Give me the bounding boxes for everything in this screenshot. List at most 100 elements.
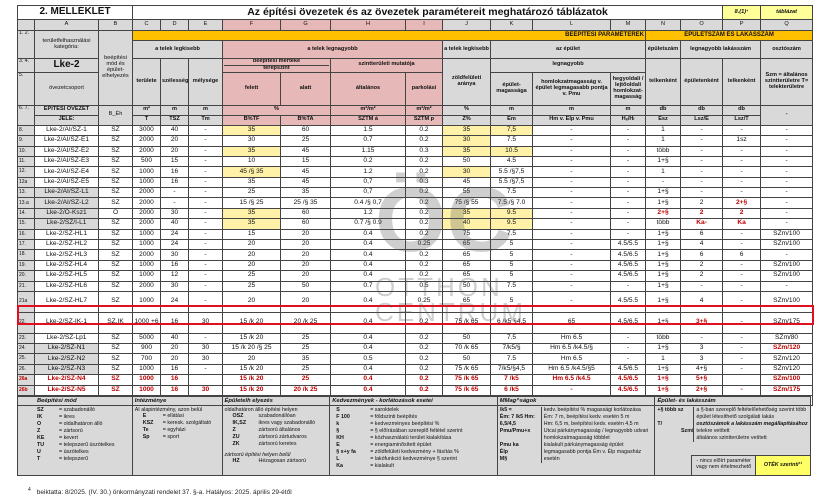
cell-e: - <box>188 187 224 199</box>
cell-f: 15 /k 20 <box>222 374 282 386</box>
legend-text: = oldalhatáron álló <box>59 421 103 427</box>
cell-j: 65 <box>442 249 492 261</box>
cell-o: 4 <box>680 238 724 251</box>
cell-i: 0.2 <box>405 135 444 147</box>
legend-key: KH <box>336 435 344 441</box>
cell-i: 0.3 <box>405 145 444 157</box>
cell-a: Lke-2/AI/SZ-E3 <box>34 155 99 168</box>
cell-e: - <box>188 124 224 137</box>
cell-j: 50 <box>442 280 492 292</box>
cell-a: Lke-2/SZ-HL2 <box>34 238 99 251</box>
cell-a: Lke-2/SZ/I-L1 <box>34 218 99 230</box>
cell-i: 0.5 <box>405 280 444 292</box>
cell-n: 1+§ <box>645 187 682 199</box>
cell-p: - <box>722 187 762 199</box>
cell-q: SZm/175 <box>760 311 814 334</box>
legend-item: U = úszótelkes <box>37 449 130 456</box>
unit-cell: m <box>188 104 224 116</box>
legend-benefits: Kedvezmények - korlátozások esetei S = sar… <box>330 397 498 475</box>
largest-header: legnagyobb <box>490 58 647 73</box>
legend-text: = keresk. szolgáltató <box>162 420 212 426</box>
cell-l: - <box>532 135 612 147</box>
legend-title: Kedvezmények - korlátozások esetei <box>330 397 497 406</box>
table-row: 10. Lke-2/AI/SZ-E2 SZ 2000 20-35 45 1.15 0.3 35 1… <box>17 145 814 157</box>
cell-m: 4.5/6.5 <box>610 259 647 272</box>
cell-c: 1000 +6 <box>132 311 162 334</box>
legend-key: Sp <box>142 434 150 440</box>
legend-key: SZ <box>37 407 44 413</box>
cell-d: 40 <box>160 218 190 230</box>
cell-o: Ka- <box>680 218 724 230</box>
table-row: 17. Lke-2/SZ-HL2 SZ 1000 24-20 20 0.4 0.25 65 5-4… <box>17 238 814 251</box>
cell-c: 2000 <box>132 187 162 199</box>
cell-f: 35 <box>222 124 282 137</box>
column-letter-a: A <box>34 19 99 31</box>
column-letter-f: F <box>222 19 282 31</box>
cell-a: Lke-2/SZ-HL1 <box>34 228 99 241</box>
table-row: 20. Lke-2/SZ-HL5 SZ 1000 12-25 20 0.4 0.2 65 5-4.… <box>17 270 814 282</box>
cell-b: SZ <box>97 353 134 365</box>
cell-o: 3 <box>680 353 724 365</box>
cell-m: - <box>610 197 647 209</box>
row-number: 13.a <box>17 197 35 209</box>
unit-cell: m²/m² <box>330 104 407 116</box>
cell-f: 20 <box>222 238 282 251</box>
cell-q: - <box>760 155 814 168</box>
legend-text: Hézagosan zártsorú <box>258 458 306 464</box>
cell-a: Lke-2/AI/SZ-L1 <box>34 187 99 199</box>
legend-item: § = § előírásában szereplő feltétel szeri… <box>336 428 495 435</box>
table-row: 14. Lke-2/O-Ksz1 O 2000 30-35 60 1.2 0.2 35 9.5- -… <box>17 207 814 220</box>
table-row: 12a Lke-2/AI/SZ-E5 SZ 1000 16-35 45 0,7 0.3 45 5.… <box>17 176 814 189</box>
legend-text: általános szintterületre vetített <box>696 435 767 441</box>
cell-l: - <box>532 270 612 282</box>
cell-g: 25 <box>280 363 332 376</box>
cell-m: - <box>610 176 647 189</box>
cell-o: 6 <box>680 249 724 261</box>
legend-key: IK,SZ <box>232 420 247 426</box>
legend-item: SZ = szabadonálló <box>37 407 130 414</box>
legend-text: = szabadonálló <box>59 407 95 413</box>
legend-text: = energiaminősített épület <box>370 442 432 448</box>
unit-cell: m <box>532 104 612 116</box>
row-number: 26b <box>17 384 35 396</box>
legend-text: = kedvezményes beépítési % <box>370 421 440 427</box>
unit-cell: - <box>760 104 814 126</box>
cell-b: SZ <box>97 145 134 157</box>
cell-b: SZ <box>97 374 134 386</box>
code-cell: Lsz/T <box>722 114 762 126</box>
zone-code-label-1: ÉPÍTÉSI ÖVEZET <box>34 104 99 116</box>
cell-i: 0.2 <box>405 332 444 344</box>
legend-intro: oldalhatáron álló építési helyen <box>224 407 298 413</box>
cell-k: 7,5 <box>490 124 534 137</box>
cell-g: 45 <box>280 145 332 157</box>
cell-d: 20 <box>160 353 190 365</box>
row-number: 9. <box>17 135 35 147</box>
cell-k: 5.5 /§7,5 <box>490 166 534 178</box>
legend-text: Ém: 7 m, beépítési kedv. esetén 5 m <box>543 414 630 420</box>
legend-text: = földszinti beépítés <box>370 414 418 420</box>
cell-p: 2+§ <box>722 197 762 209</box>
cell-k: 4.5 <box>490 155 534 168</box>
cell-e: - <box>188 145 224 157</box>
legend-item: L = lakófunkció kedvezménye § szerint <box>336 456 495 463</box>
legend-key: k <box>336 421 340 427</box>
legend-item: IK = ikres <box>37 414 130 421</box>
cell-o: - <box>680 187 724 199</box>
cell-a: Lke-2/AI/SZ-E4 <box>34 166 99 178</box>
legend-text: = kialakult <box>370 463 394 469</box>
legend-item: OSZ szabadonállóan <box>233 413 328 420</box>
cell-i: 0.2 <box>405 353 444 365</box>
cell-a: Lke-2/SZ-HL6 <box>34 280 99 292</box>
cell-c: 2000 <box>132 218 162 230</box>
document: 2. MELLÉKLET Az építési övezetek és az ö… <box>16 5 814 407</box>
legend-key: T <box>37 456 41 462</box>
cell-h: 0.4 <box>330 259 407 272</box>
cell-k: 7/k5/§4,5 <box>490 363 534 376</box>
legend-text: = telepszerű úszótelkes <box>59 442 115 448</box>
cell-q: SZm/100 <box>760 374 814 386</box>
legend-item: KH = közhasználatú terület kialakítása <box>336 435 495 442</box>
cell-c: 700 <box>132 353 162 365</box>
cell-j: 35 <box>442 207 492 220</box>
cell-f: 25 <box>222 280 282 292</box>
